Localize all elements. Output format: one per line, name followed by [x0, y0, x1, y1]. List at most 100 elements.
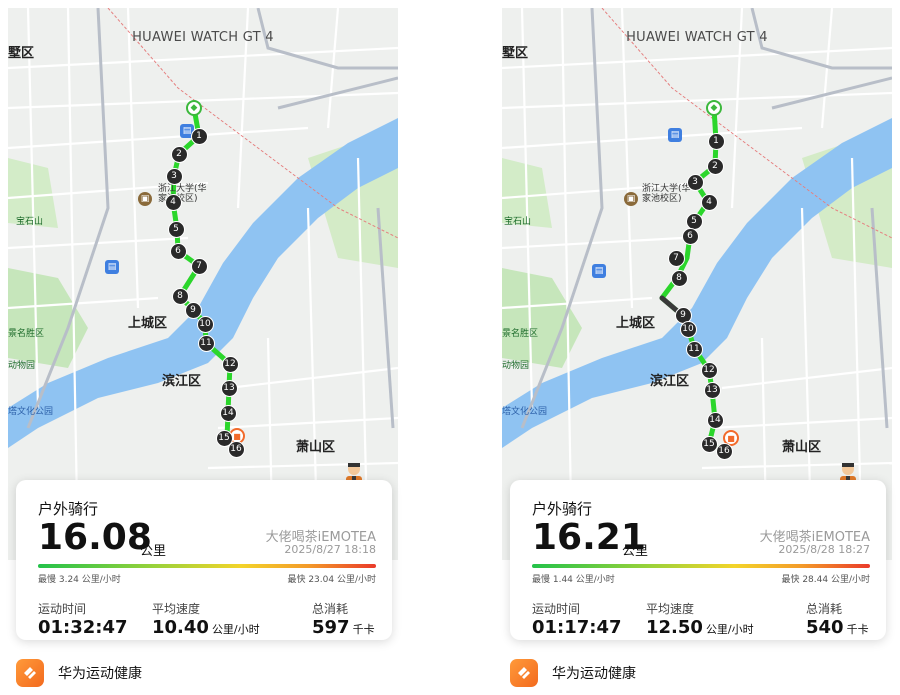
fastest-speed: 最快 28.44 公里/小时	[781, 575, 870, 585]
route-marker[interactable]: 13	[703, 381, 721, 399]
app-name: 华为运动健康	[552, 666, 636, 682]
watch-model: HUAWEI WATCH GT 4	[626, 30, 768, 45]
user-name: 大佬喝茶iEMOTEA	[265, 530, 376, 545]
speed-gradient-bar	[38, 564, 376, 568]
route-marker[interactable]: 12	[700, 361, 718, 379]
slowest-speed: 最慢 3.24 公里/小时	[38, 575, 121, 585]
workout-summary-card: 户外骑行 16.08 公里 大佬喝茶iEMOTEA 2025/8/27 18:1…	[16, 480, 392, 640]
binjiang-label: 滨江区	[650, 374, 690, 389]
route-marker[interactable]: 12	[221, 355, 239, 373]
route-marker[interactable]: 6	[681, 227, 699, 245]
route-marker[interactable]: 3	[686, 173, 704, 191]
culture-park-label: 塔文化公园	[502, 407, 548, 417]
route-marker[interactable]: 15	[215, 429, 233, 447]
train-station-icon: ▤	[105, 260, 119, 274]
avg-speed: 12.50 公里/小时	[646, 617, 754, 638]
route-marker[interactable]: 16	[715, 442, 733, 460]
map-background	[502, 8, 892, 560]
route-marker[interactable]: 2	[706, 157, 724, 175]
app-name: 华为运动健康	[58, 666, 142, 682]
end-icon: ■	[723, 430, 739, 446]
route-marker[interactable]: 10	[196, 315, 214, 333]
avg-speed: 10.40 公里/小时	[152, 617, 260, 638]
slowest-speed: 最慢 1.44 公里/小时	[532, 575, 615, 585]
route-marker[interactable]: 5	[167, 220, 185, 238]
scenic-label: 景名胜区	[502, 329, 539, 339]
route-marker[interactable]: 13	[220, 379, 238, 397]
binjiang-label: 滨江区	[162, 374, 202, 389]
start-icon: ◆	[186, 100, 202, 116]
route-marker[interactable]: 6	[169, 242, 187, 260]
calories: 540 千卡	[806, 617, 869, 638]
baoshi-label: 宝石山	[16, 217, 44, 227]
workout-summary-card: 户外骑行 16.21 公里 大佬喝茶iEMOTEA 2025/8/28 18:2…	[510, 480, 886, 640]
route-marker[interactable]: 11	[197, 334, 215, 352]
avg-speed-label: 平均速度	[646, 602, 695, 616]
workout-panel-1: HUAWEI WATCH GT 4 墅区 浙江大学(华 家池校区) 上城区 滨江…	[8, 0, 398, 695]
avg-speed-unit: 公里/小时	[705, 623, 754, 636]
route-marker[interactable]: 10	[679, 320, 697, 338]
route-marker[interactable]: 9	[674, 306, 692, 324]
route-marker[interactable]: 3	[165, 167, 183, 185]
distance-unit: 公里	[622, 544, 649, 559]
calories-value: 597	[312, 617, 350, 638]
calories: 597 千卡	[312, 617, 375, 638]
scenic-label: 景名胜区	[8, 329, 45, 339]
shangcheng-label: 上城区	[128, 316, 168, 331]
route-marker[interactable]: 1	[707, 132, 725, 150]
start-icon: ◆	[706, 100, 722, 116]
university-icon: ▣	[624, 192, 638, 206]
avg-speed-value: 12.50	[646, 617, 703, 638]
distance-value: 16.21	[532, 517, 646, 558]
route-marker[interactable]: 14	[219, 404, 237, 422]
zoo-label: 动物园	[502, 361, 530, 371]
distance-value: 16.08	[38, 517, 152, 558]
route-marker[interactable]: 11	[685, 340, 703, 358]
watch-model: HUAWEI WATCH GT 4	[132, 30, 274, 45]
route-marker[interactable]: 7	[190, 257, 208, 275]
shangcheng-label: 上城区	[616, 316, 656, 331]
route-marker[interactable]: 15	[700, 435, 718, 453]
route-marker[interactable]: 8	[171, 287, 189, 305]
workout-date: 2025/8/27 18:18	[284, 543, 376, 556]
avg-speed-label: 平均速度	[152, 602, 201, 616]
route-marker[interactable]: 8	[670, 269, 688, 287]
culture-park-label: 塔文化公园	[8, 407, 54, 417]
route-marker[interactable]: 7	[667, 249, 685, 267]
avg-speed-value: 10.40	[152, 617, 209, 638]
calories-label: 总消耗	[806, 602, 843, 616]
district-label: 墅区	[8, 46, 35, 61]
calories-label: 总消耗	[312, 602, 349, 616]
zoo-label: 动物园	[8, 361, 36, 371]
huawei-health-logo-icon	[16, 659, 44, 687]
route-marker[interactable]: 4	[164, 193, 182, 211]
route-marker[interactable]: 16	[227, 440, 245, 458]
speed-gradient-bar	[532, 564, 870, 568]
map-background	[8, 8, 398, 560]
university-label: 浙江大学(华 家池校区)	[642, 184, 691, 204]
activity-type: 户外骑行	[38, 500, 99, 518]
route-marker[interactable]: 2	[170, 145, 188, 163]
route-marker[interactable]: 5	[685, 212, 703, 230]
route-map[interactable]: HUAWEI WATCH GT 4 墅区 浙江大学(华 家池校区) 上城区 滨江…	[502, 8, 892, 560]
activity-type: 户外骑行	[532, 500, 593, 518]
duration-label: 运动时间	[532, 602, 581, 616]
app-footer: 华为运动健康	[510, 658, 636, 688]
duration-label: 运动时间	[38, 602, 87, 616]
duration-value: 01:17:47	[532, 617, 622, 638]
app-footer: 华为运动健康	[16, 658, 142, 688]
route-marker[interactable]: 9	[184, 301, 202, 319]
route-marker[interactable]: 4	[700, 193, 718, 211]
workout-date: 2025/8/28 18:27	[778, 543, 870, 556]
route-marker[interactable]: 1	[190, 127, 208, 145]
calories-unit: 千卡	[846, 623, 869, 636]
calories-value: 540	[806, 617, 844, 638]
user-name: 大佬喝茶iEMOTEA	[759, 530, 870, 545]
train-station-icon: ▤	[592, 264, 606, 278]
xiaoshan-label: 萧山区	[296, 440, 336, 455]
xiaoshan-label: 萧山区	[782, 440, 822, 455]
route-marker[interactable]: 14	[706, 411, 724, 429]
university-icon: ▣	[138, 192, 152, 206]
huawei-health-logo-icon	[510, 659, 538, 687]
route-map[interactable]: HUAWEI WATCH GT 4 墅区 浙江大学(华 家池校区) 上城区 滨江…	[8, 8, 398, 560]
